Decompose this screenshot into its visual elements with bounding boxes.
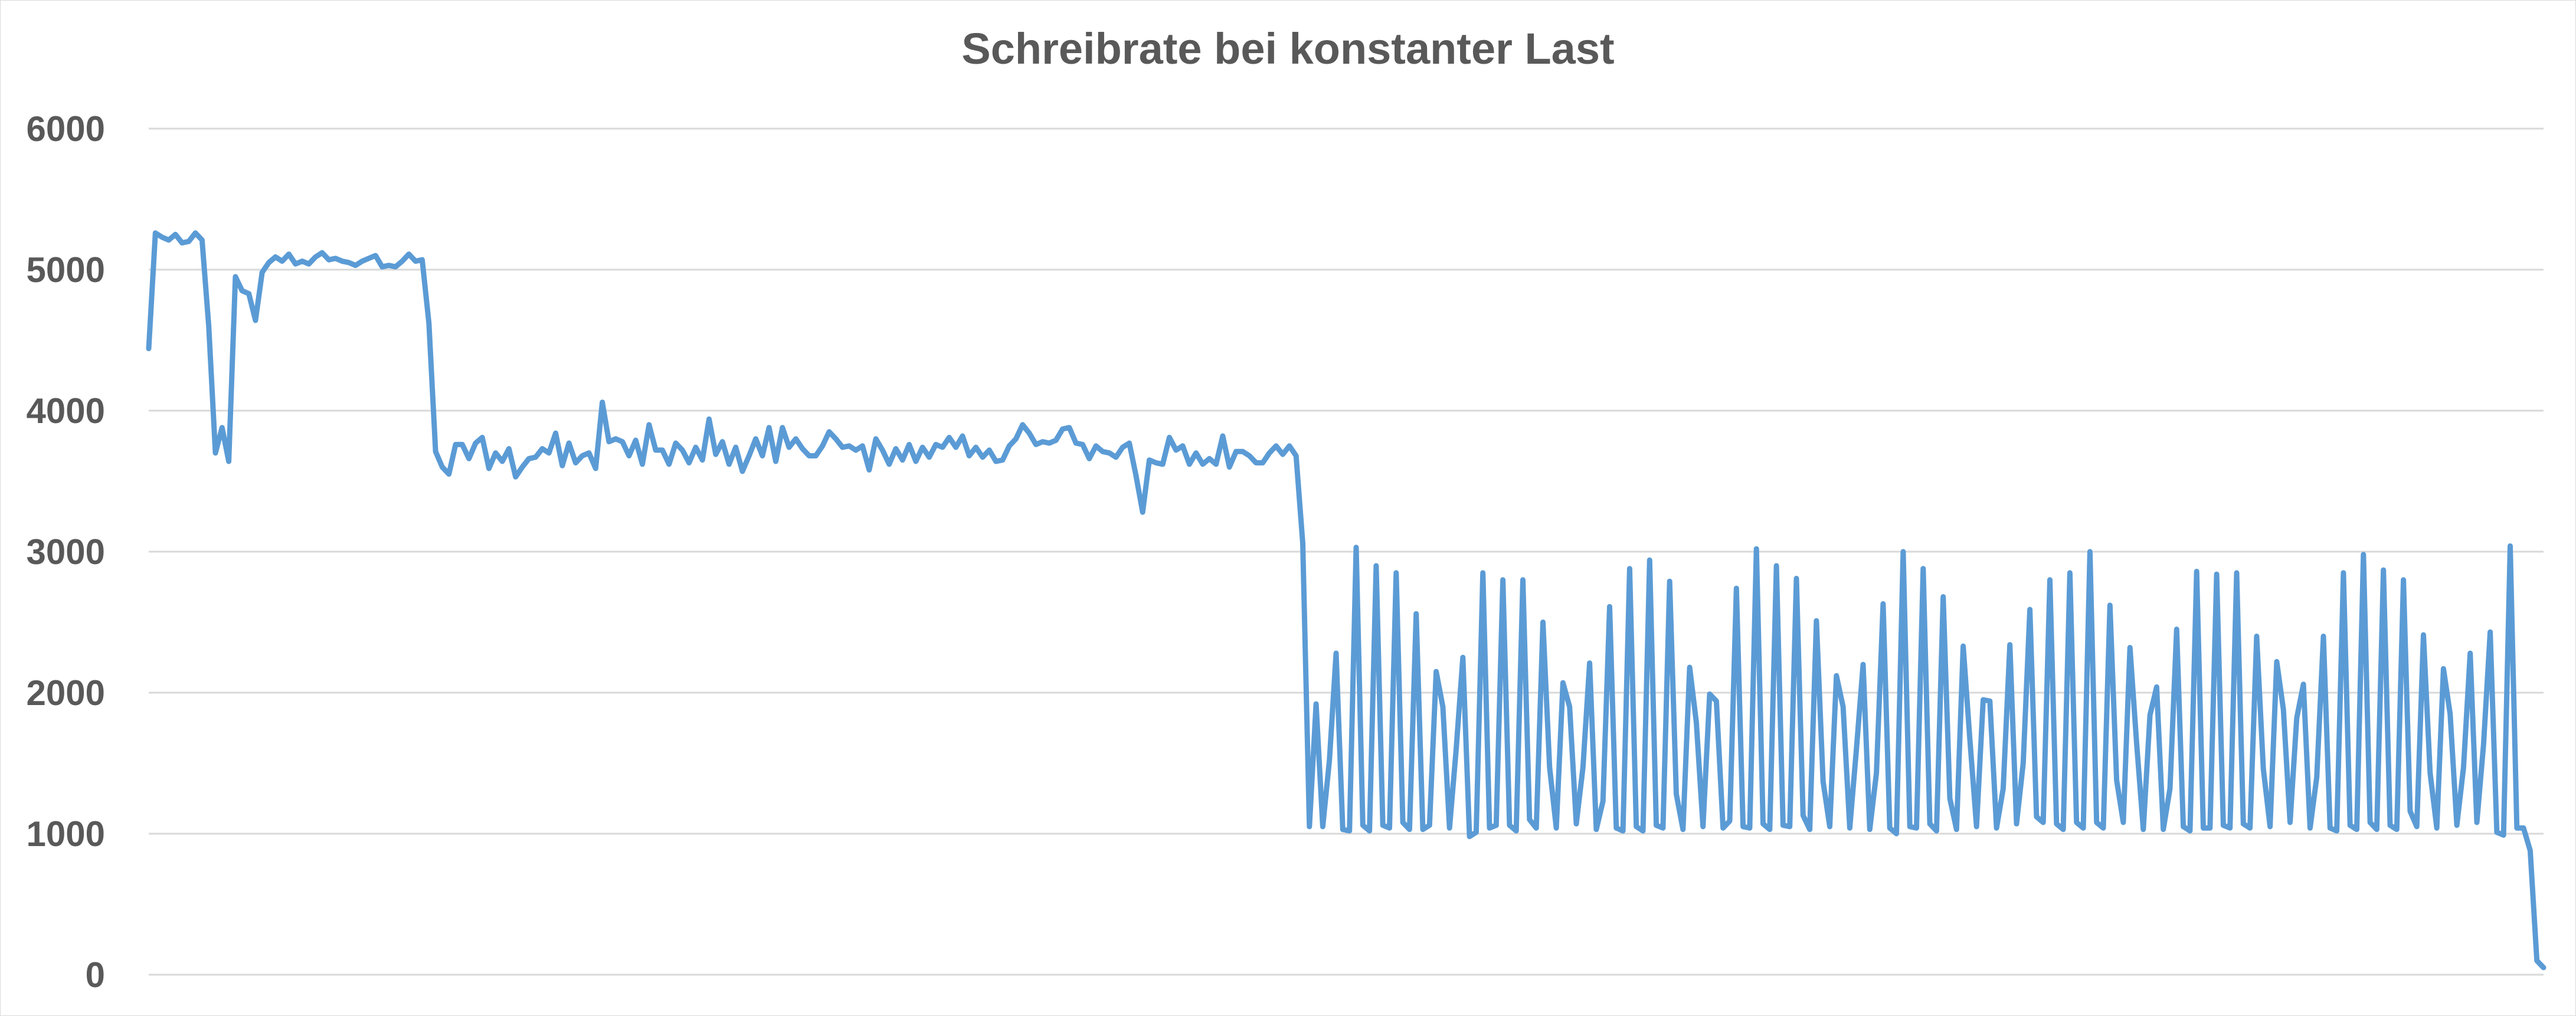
y-tick-label: 5000 [27, 250, 105, 290]
chart-title: Schreibrate bei konstanter Last [961, 24, 1615, 73]
y-axis-tick-labels: 0 1000 2000 3000 4000 5000 6000 [27, 109, 105, 995]
y-tick-label: 4000 [27, 391, 105, 431]
y-tick-label: 3000 [27, 532, 105, 572]
series-layer [146, 230, 2546, 971]
gridlines [149, 127, 2544, 976]
y-tick-label: 6000 [27, 109, 105, 149]
y-tick-label: 2000 [27, 673, 105, 713]
y-tick-label: 1000 [27, 814, 105, 854]
series-line [146, 230, 2546, 971]
y-tick-label: 0 [86, 955, 105, 995]
